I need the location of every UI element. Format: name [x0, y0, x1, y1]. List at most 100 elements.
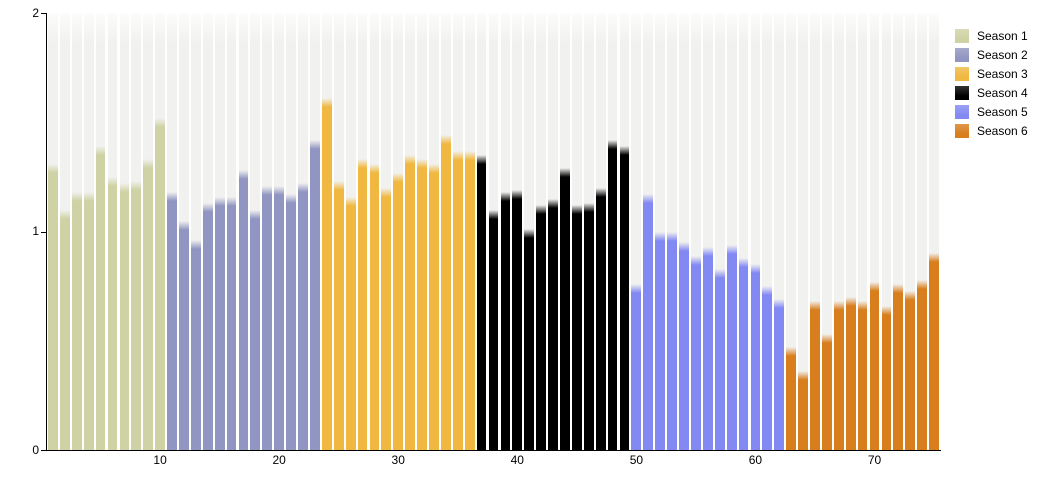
bar-slot: [440, 13, 452, 450]
bar-season-2: [298, 183, 308, 450]
bar-season-2: [202, 203, 213, 450]
bar-slot: [345, 13, 357, 450]
x-tick-label: 60: [748, 453, 763, 467]
x-tick-label: 50: [629, 453, 644, 467]
bar-season-2: [274, 185, 285, 450]
bar-slot: [238, 13, 250, 450]
legend: Season 1 Season 2 Season 3 Season 4 Season 5…: [955, 29, 1028, 143]
bar-slot: [511, 13, 523, 450]
bar-season-1: [131, 181, 142, 450]
bar-slot: [583, 13, 595, 450]
bar-slot: [118, 13, 130, 450]
legend-item: Season 2: [955, 48, 1028, 62]
bar-season-5: [750, 264, 761, 450]
bar-slot: [142, 13, 154, 450]
bar-slot: [488, 13, 500, 450]
bar-slot: [714, 13, 726, 450]
legend-item: Season 4: [955, 86, 1028, 100]
bar-season-5: [691, 255, 701, 450]
bar-slot: [178, 13, 190, 450]
bar-slot: [630, 13, 642, 450]
bar-slot: [452, 13, 464, 450]
bar-slot: [928, 13, 940, 450]
bar-season-1: [155, 117, 165, 450]
x-tick-label: 30: [391, 453, 405, 467]
background-stripe: [881, 13, 892, 450]
legend-label: Season 3: [977, 67, 1028, 81]
bar-season-3: [440, 135, 451, 450]
background-stripe: [702, 13, 713, 450]
legend-label: Season 6: [977, 124, 1028, 138]
legend-swatch: [955, 86, 969, 100]
bar-season-4: [548, 198, 558, 450]
legend-item: Season 6: [955, 124, 1028, 138]
bar-slot: [619, 13, 631, 450]
bar-season-3: [345, 196, 356, 450]
legend-swatch: [955, 67, 969, 81]
legend-swatch: [955, 29, 969, 43]
background-stripe: [691, 13, 701, 450]
background-stripe: [786, 13, 797, 450]
legend-label: Season 2: [977, 48, 1028, 62]
bar-season-5: [762, 286, 773, 450]
bar-season-4: [536, 205, 546, 450]
bar-slot: [476, 13, 488, 450]
bar-slot: [368, 13, 380, 450]
bar-season-4: [583, 203, 594, 450]
bar-season-2: [167, 192, 177, 450]
bar-season-1: [71, 192, 82, 450]
y-axis: [46, 13, 47, 450]
bar-season-3: [321, 98, 332, 450]
bar-slot: [892, 13, 904, 450]
bar-season-6: [810, 301, 820, 450]
bar-season-2: [262, 185, 273, 450]
bar-slot: [83, 13, 95, 450]
bar-slot: [547, 13, 559, 450]
bar-season-6: [857, 301, 868, 450]
bar-slot: [464, 13, 476, 450]
bar-slot: [702, 13, 714, 450]
bar-slot: [321, 13, 333, 450]
bar-season-2: [179, 220, 189, 450]
bar-season-2: [226, 196, 237, 450]
bar-season-2: [238, 170, 249, 450]
bar-slot: [833, 13, 845, 450]
y-tick-mark: [41, 450, 46, 451]
legend-swatch: [955, 124, 969, 138]
bar-slot: [309, 13, 321, 450]
x-tick-label: 70: [867, 453, 882, 467]
bar-slot: [202, 13, 214, 450]
bar-slot: [214, 13, 226, 450]
bar-slot: [749, 13, 761, 450]
legend-label: Season 4: [977, 86, 1028, 100]
bar-season-1: [119, 183, 130, 450]
bar-season-1: [143, 159, 154, 450]
bar-slot: [273, 13, 285, 450]
bar-season-5: [655, 231, 666, 450]
bar-season-4: [500, 192, 511, 450]
bar-season-4: [560, 168, 570, 450]
bar-slot: [904, 13, 916, 450]
bar-season-5: [643, 194, 654, 450]
bar-slot: [392, 13, 404, 450]
bar-season-3: [452, 150, 463, 450]
bar-season-6: [786, 347, 797, 450]
bar-slot: [916, 13, 928, 450]
background-stripe: [714, 13, 725, 450]
bar-season-2: [310, 139, 320, 450]
bar-slot: [773, 13, 785, 450]
bar-season-4: [476, 155, 487, 450]
bar-season-5: [667, 231, 677, 450]
bar-slot: [190, 13, 202, 450]
bar-slot: [59, 13, 71, 450]
bar-slot: [797, 13, 809, 450]
bar-slot: [845, 13, 857, 450]
bar-slot: [869, 13, 881, 450]
bar-slot: [726, 13, 738, 450]
bar-season-4: [488, 209, 499, 450]
bar-season-1: [48, 163, 58, 450]
bar-season-4: [619, 146, 630, 450]
bar-slot: [107, 13, 119, 450]
bar-slot: [428, 13, 440, 450]
